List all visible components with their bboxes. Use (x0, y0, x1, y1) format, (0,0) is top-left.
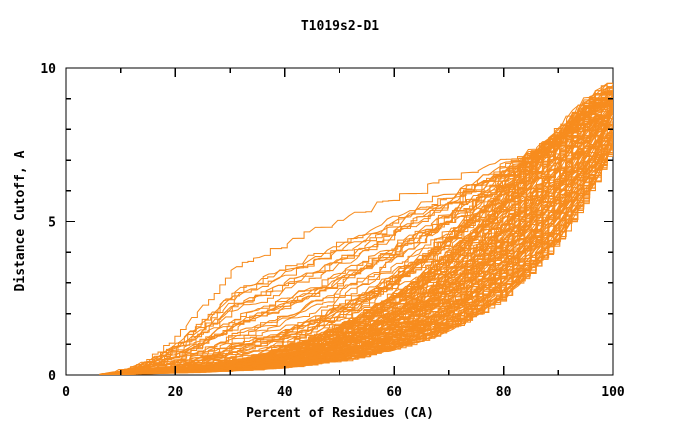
x-tick-label: 80 (496, 385, 512, 400)
y-tick-label: 10 (40, 62, 56, 77)
y-tick-label: 0 (48, 369, 56, 384)
data-curve (102, 144, 613, 375)
x-axis-ticks (65, 68, 614, 375)
x-tick-label: 20 (168, 385, 184, 400)
y-axis-ticks (66, 67, 613, 376)
y-axis-tick-labels: 0 5 10 (40, 62, 56, 384)
x-axis-label: Percent of Residues (CA) (246, 406, 434, 421)
x-tick-label: 100 (601, 385, 625, 400)
data-curve (114, 97, 613, 375)
y-axis-label: Distance Cutoff, A (13, 150, 28, 291)
data-curve (105, 107, 613, 375)
data-curves-group (99, 82, 613, 375)
x-tick-label: 40 (277, 385, 293, 400)
x-tick-label: 60 (386, 385, 402, 400)
data-curve (108, 97, 613, 374)
chart-title: T1019s2-D1 (301, 19, 379, 34)
y-tick-label: 5 (48, 216, 56, 231)
x-axis-tick-labels: 0 20 40 60 80 100 (62, 385, 625, 400)
data-curve (127, 111, 613, 372)
x-tick-label: 0 (62, 385, 70, 400)
data-curve (108, 82, 613, 374)
data-curve (100, 121, 613, 375)
